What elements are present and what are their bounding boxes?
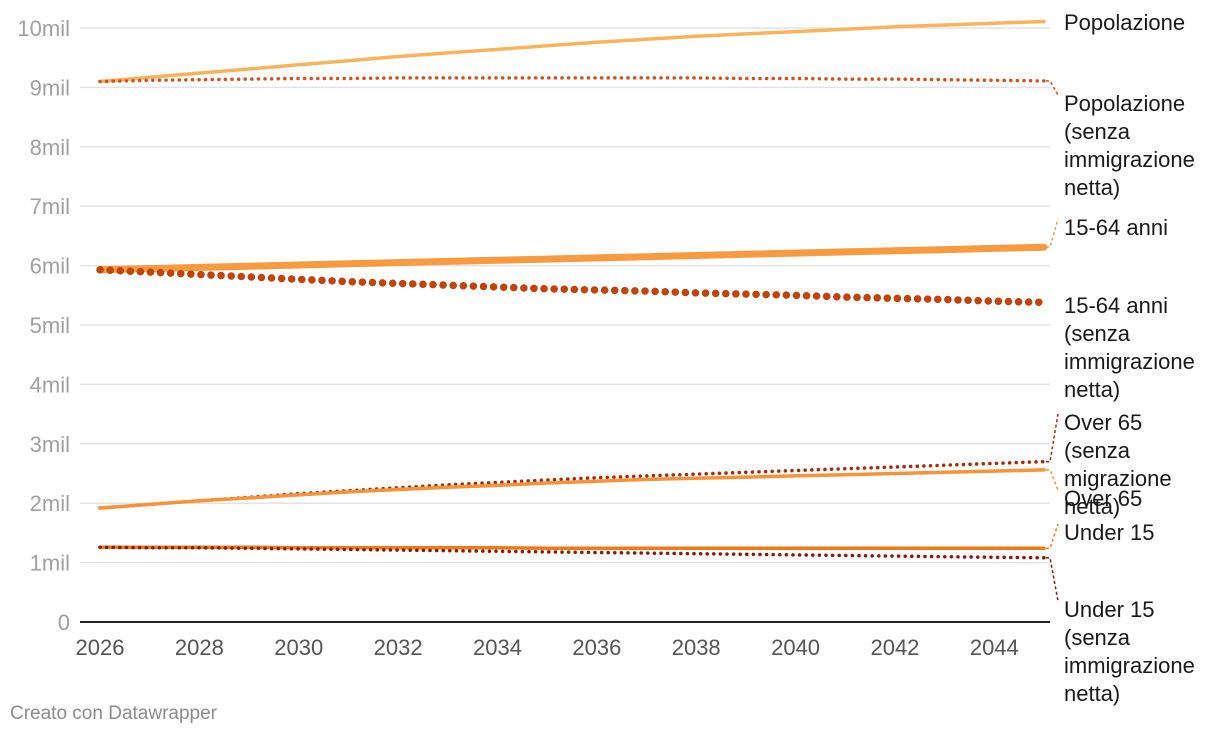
series-line[interactable] — [96, 243, 1048, 274]
label-leader-line — [1046, 557, 1059, 602]
series-labels: Popolazione Popolazione (senza immigrazione… — [1046, 10, 1195, 706]
y-tick-label: 3mil — [30, 432, 70, 457]
y-tick-label: 4mil — [30, 372, 70, 397]
x-tick-label: 2040 — [771, 635, 820, 660]
x-tick-label: 2042 — [870, 635, 919, 660]
series-label: Popolazione — [1064, 10, 1185, 35]
series-label: Popolazione (senza immigrazione netta) — [1064, 91, 1195, 200]
series-label: Under 15 (senza immigrazione netta) — [1064, 597, 1195, 706]
y-tick-label: 9mil — [30, 75, 70, 100]
series-label: Over 65 (senza migrazione netta) — [1064, 410, 1172, 519]
label-leader-line — [1046, 218, 1059, 248]
label-leader-line — [1046, 413, 1059, 463]
y-axis: 0 1mil 2mil 3mil 4mil 5mil 6mil 7mil 8mil 9mil 10m… — [17, 16, 1050, 635]
y-tick-label: 7mil — [30, 194, 70, 219]
series-line[interactable] — [98, 459, 1046, 510]
y-tick-label: 0 — [58, 610, 70, 635]
y-tick-label: 6mil — [30, 254, 70, 279]
x-tick-label: 2026 — [76, 635, 125, 660]
x-tick-label: 2038 — [672, 635, 721, 660]
series-label: Over 65 — [1064, 486, 1142, 511]
datawrapper-credit[interactable]: Creato con Datawrapper — [10, 703, 217, 724]
label-leader-line — [1046, 80, 1059, 96]
x-axis: 2026 2028 2030 2032 2034 2036 2038 2040 2042 2044 — [76, 635, 1019, 660]
series-group — [96, 19, 1048, 560]
series-line[interactable] — [98, 468, 1046, 510]
y-tick-label: 1mil — [30, 551, 70, 576]
label-leader-line — [1046, 523, 1059, 550]
x-tick-label: 2034 — [473, 635, 522, 660]
x-tick-label: 2036 — [572, 635, 621, 660]
series-line[interactable] — [98, 545, 1046, 560]
y-tick-label: 8mil — [30, 135, 70, 160]
series-label: Under 15 — [1064, 520, 1155, 545]
series-label: 15-64 anni — [1064, 215, 1168, 240]
series-line[interactable] — [96, 266, 1048, 307]
x-tick-label: 2030 — [274, 635, 323, 660]
x-tick-label: 2044 — [970, 635, 1019, 660]
series-label: 15-64 anni (senza immigrazione netta) — [1064, 293, 1195, 402]
series-line[interactable] — [98, 19, 1046, 84]
series-line[interactable] — [98, 545, 1046, 551]
y-tick-label: 2mil — [30, 491, 70, 516]
label-leader-line — [1046, 469, 1059, 491]
x-tick-label: 2028 — [175, 635, 224, 660]
y-tick-label: 5mil — [30, 313, 70, 338]
x-tick-label: 2032 — [374, 635, 423, 660]
y-tick-label: 10mil — [17, 16, 70, 41]
series-line[interactable] — [98, 76, 1046, 84]
